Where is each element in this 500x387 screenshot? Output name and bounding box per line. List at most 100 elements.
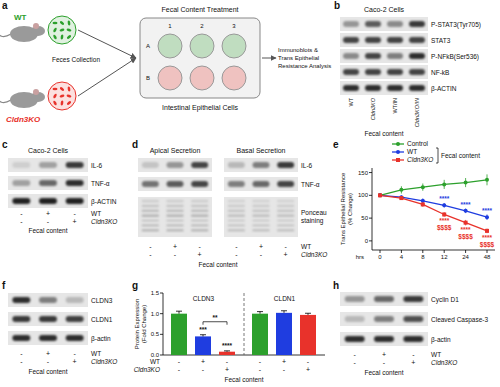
arrow xyxy=(78,58,136,96)
stain-band xyxy=(253,219,270,221)
step-label: Intestinal Epithelial Cells xyxy=(162,104,238,112)
step-label: Feces Collection xyxy=(52,56,100,63)
stain-band xyxy=(167,205,184,207)
band xyxy=(39,198,57,204)
step-label: Fecal Content Treatment xyxy=(161,6,238,13)
error-bar xyxy=(176,311,182,313)
stain-band xyxy=(228,200,245,202)
stain-band xyxy=(191,215,208,217)
bar xyxy=(276,313,292,355)
tick-label: 24 xyxy=(462,254,469,260)
row-label: STAT3 xyxy=(431,37,451,44)
well xyxy=(190,34,214,58)
row-label: IL-6 xyxy=(301,162,313,169)
treatment-sign: - xyxy=(20,358,23,365)
blot-strip xyxy=(8,312,88,326)
treatment-sign: + xyxy=(284,251,288,258)
treatment-label: Cldn3KO xyxy=(431,359,457,366)
step-label: Trans Epithelial xyxy=(278,55,319,61)
error-cap xyxy=(281,310,287,311)
band xyxy=(345,316,365,322)
treatment-label: WT xyxy=(301,243,311,250)
tick-label: 150 xyxy=(358,170,369,176)
error-cap xyxy=(224,350,230,351)
band xyxy=(387,21,403,27)
stain-band xyxy=(253,229,270,231)
tick-label: 8 xyxy=(421,254,425,260)
band xyxy=(374,336,394,342)
treatment-sign: + xyxy=(259,243,263,250)
stain-band xyxy=(167,215,184,217)
error-bar xyxy=(224,350,230,352)
treatment-sign: - xyxy=(353,359,356,366)
stain-band xyxy=(191,219,208,221)
stain-band xyxy=(142,224,159,226)
lane-label: Cldn3KO xyxy=(370,97,376,120)
blot-title: Caco-2 Cells xyxy=(364,6,405,13)
lane-label: Cldn3KO/IN xyxy=(414,98,420,127)
band xyxy=(343,85,359,91)
band xyxy=(409,69,425,75)
y-tick xyxy=(160,313,163,314)
axis-title: hrs xyxy=(356,254,364,260)
error-cap xyxy=(200,334,206,335)
bacterium xyxy=(66,94,72,98)
row-label: P-NFkB(Ser536) xyxy=(431,53,479,61)
stain-lane xyxy=(253,200,270,231)
mouse-tail xyxy=(0,32,11,37)
bacterium xyxy=(53,22,58,25)
mouse-ear xyxy=(33,23,39,29)
footer: Fecal content xyxy=(198,261,237,268)
treatment-sign: - xyxy=(412,351,415,358)
panel-letter: e xyxy=(333,139,339,150)
error-cap xyxy=(257,311,263,312)
stain-band xyxy=(191,200,208,202)
blot-strip xyxy=(340,17,428,31)
band xyxy=(39,180,57,186)
treatment-sign: - xyxy=(20,218,23,225)
band xyxy=(409,21,425,27)
blot-strip xyxy=(224,177,298,191)
band xyxy=(253,162,270,168)
blot-strip xyxy=(8,331,88,345)
stain-band xyxy=(191,229,208,231)
annotation: $$$$ xyxy=(458,233,473,241)
point xyxy=(464,209,468,213)
treatment-sign: - xyxy=(178,366,181,373)
point xyxy=(485,229,489,233)
stain-lane xyxy=(167,200,184,231)
well xyxy=(222,34,246,58)
treatment-sign: - xyxy=(174,251,177,258)
group-label: CLDN1 xyxy=(274,295,296,302)
error-bar xyxy=(305,313,311,315)
band xyxy=(66,180,84,186)
band xyxy=(277,162,294,168)
blot-strip xyxy=(340,332,428,346)
arrow xyxy=(78,30,136,58)
mouse-label: WT xyxy=(14,13,27,22)
point xyxy=(464,181,468,185)
blot-strip xyxy=(340,49,428,63)
band xyxy=(343,53,359,59)
y-tick xyxy=(160,355,163,356)
axis-title: (Fold Change) xyxy=(141,305,147,343)
treatment-label: Cldn3KO xyxy=(134,366,160,373)
bar xyxy=(300,315,316,355)
row-label: Cyclin D1 xyxy=(431,296,459,304)
series-line xyxy=(380,195,487,217)
stain-band xyxy=(253,215,270,217)
treatment-sign: + xyxy=(198,251,202,258)
treatment-sign: + xyxy=(382,351,386,358)
band xyxy=(66,316,84,322)
treatment-label: Cldn3KO xyxy=(91,218,117,225)
treatment-sign: + xyxy=(73,218,77,225)
well xyxy=(222,66,246,90)
bacterium xyxy=(60,34,63,39)
row-label: Cleaved Caspase-3 xyxy=(431,316,488,324)
error-cap xyxy=(305,313,311,314)
legend-title: Fecal content xyxy=(441,152,480,159)
treatment-sign: - xyxy=(198,243,201,250)
y-tick xyxy=(369,218,372,219)
band xyxy=(365,21,381,27)
point xyxy=(421,185,425,189)
